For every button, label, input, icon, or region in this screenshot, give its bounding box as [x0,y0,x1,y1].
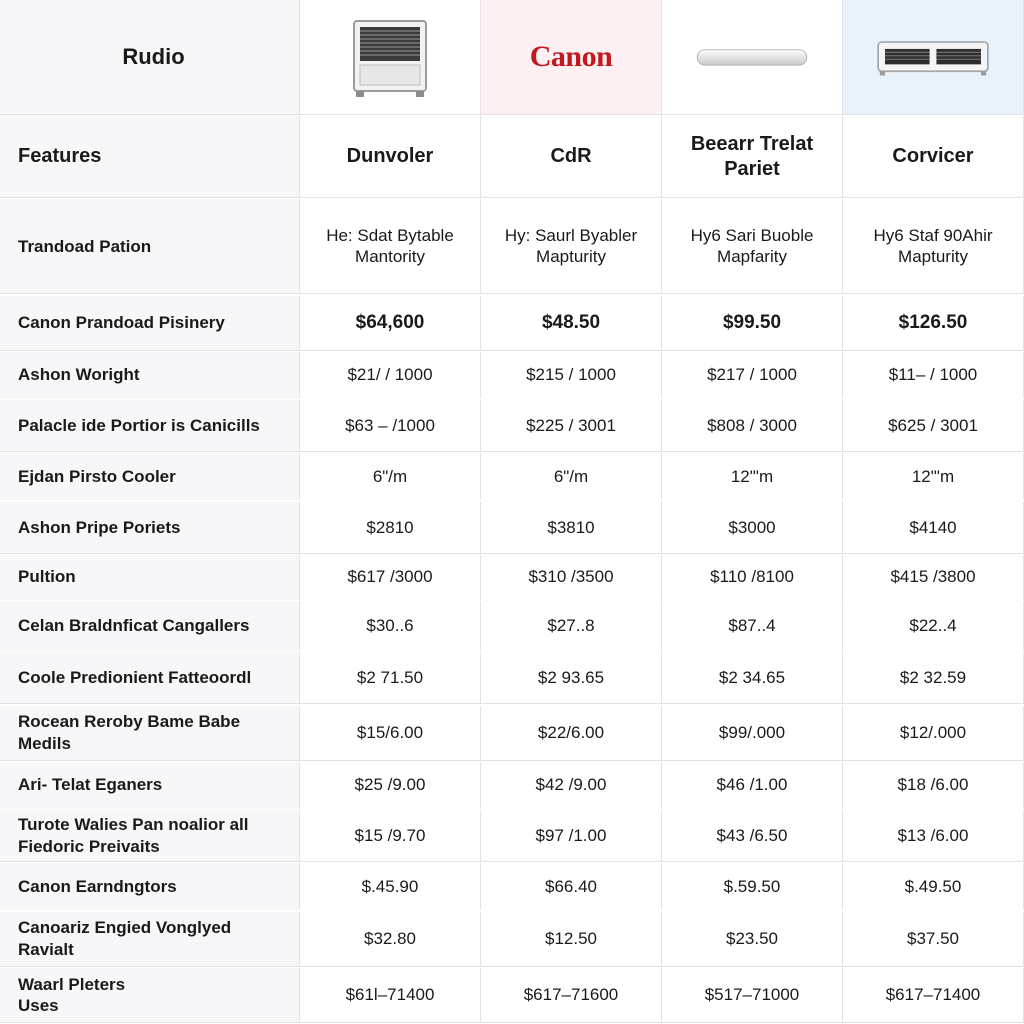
table-cell: $22/6.00 [481,706,662,761]
row-label: Ari- Telat Eganers [0,762,300,809]
comparison-table: Rudio Canon Features Dunv [0,0,1024,1024]
table-cell: $99.50 [662,296,843,351]
table-cell: $3810 [481,502,662,554]
table-cell: 6"/m [300,453,481,500]
table-cell: $18 /6.00 [843,762,1024,809]
table-cell: $64,600 [300,296,481,351]
table-cell: He: Sdat Bytable Mantority [300,199,481,294]
table-cell: $48.50 [481,296,662,351]
product-name-0: Dunvoler [300,116,481,198]
table-cell: $97 /1.00 [481,810,662,862]
row-label: Canon Prandoad Pisinery [0,296,300,351]
row-label: Ashon Pripe Poriets [0,502,300,554]
table-cell: $12.50 [481,912,662,967]
canon-logo: Canon [530,38,613,76]
table-cell: $66.40 [481,863,662,910]
air-cooler-icon [330,15,450,100]
table-cell: Hy: Saurl Byabler Mapturity [481,199,662,294]
table-cell: $617 /3000 [300,555,481,600]
table-cell: $.59.50 [662,863,843,910]
table-cell: $37.50 [843,912,1024,967]
product-image-3 [843,0,1024,115]
row-label: Rocean Reroby Bame Babe Medils [0,706,300,761]
row-label: Ejdan Pirsto Cooler [0,453,300,500]
table-cell: $110 /8100 [662,555,843,600]
table-cell: $2 34.65 [662,652,843,704]
table-cell: $15/6.00 [300,706,481,761]
table-cell: Hy6 Staf 90Ahir Mapturity [843,199,1024,294]
row-label: Ashon Woright [0,352,300,399]
table-cell: $4140 [843,502,1024,554]
table-cell: $61l–71400 [300,968,481,1023]
table-cell: 12"'m [662,453,843,500]
table-cell: $87..4 [662,601,843,651]
row-label: Turote Walies Pan noalior all Fiedoric P… [0,810,300,862]
table-cell: $2 32.59 [843,652,1024,704]
table-cell: $32.80 [300,912,481,967]
row-label: Waarl Pleters Uses [0,968,300,1023]
row-label: Canon Earndngtors [0,863,300,910]
table-cell: $808 / 3000 [662,400,843,452]
table-cell: $27..8 [481,601,662,651]
row-label: Canoariz Engied Vonglyed Ravialt [0,912,300,967]
table-cell: $42 /9.00 [481,762,662,809]
row-label: Trandoad Pation [0,199,300,294]
table-cell: 12"'m [843,453,1024,500]
table-cell: $2 93.65 [481,652,662,704]
table-cell: $217 / 1000 [662,352,843,399]
table-cell: 6"/m [481,453,662,500]
table-cell: $126.50 [843,296,1024,351]
table-cell: $3000 [662,502,843,554]
table-cell: $63 – /1000 [300,400,481,452]
table-cell: $215 / 1000 [481,352,662,399]
table-cell: $617–71400 [843,968,1024,1023]
table-cell: $2810 [300,502,481,554]
table-cell: $46 /1.00 [662,762,843,809]
row-label: Palacle ide Portior is Canicills [0,400,300,452]
table-cell: $15 /9.70 [300,810,481,862]
product-image-1: Canon [481,0,662,115]
table-cell: $13 /6.00 [843,810,1024,862]
product-image-0 [300,0,481,115]
window-ac-icon [873,15,993,100]
table-cell: $2 71.50 [300,652,481,704]
table-cell: $.45.90 [300,863,481,910]
table-cell: $25 /9.00 [300,762,481,809]
table-cell: $30..6 [300,601,481,651]
corner-label: Rudio [0,0,300,115]
features-label: Features [0,116,300,198]
table-cell: Hy6 Sari Buoble Mapfarity [662,199,843,294]
row-label: Coole Predionient Fatteoordl [0,652,300,704]
table-cell: $517–71000 [662,968,843,1023]
product-name-3: Corvicer [843,116,1024,198]
table-cell: $22..4 [843,601,1024,651]
row-label: Celan Braldnficat Cangallers [0,601,300,651]
row-label: Pultion [0,555,300,600]
split-ac-icon [692,15,812,100]
table-cell: $23.50 [662,912,843,967]
table-cell: $99/.000 [662,706,843,761]
table-cell: $617–71600 [481,968,662,1023]
table-cell: $43 /6.50 [662,810,843,862]
table-cell: $310 /3500 [481,555,662,600]
table-cell: $.49.50 [843,863,1024,910]
table-cell: $415 /3800 [843,555,1024,600]
product-image-2 [662,0,843,115]
table-cell: $625 / 3001 [843,400,1024,452]
table-cell: $11– / 1000 [843,352,1024,399]
product-name-1: CdR [481,116,662,198]
product-name-2: Beearr Trelat Pariet [662,116,843,198]
table-cell: $21/ / 1000 [300,352,481,399]
table-cell: $12/.000 [843,706,1024,761]
table-cell: $225 / 3001 [481,400,662,452]
